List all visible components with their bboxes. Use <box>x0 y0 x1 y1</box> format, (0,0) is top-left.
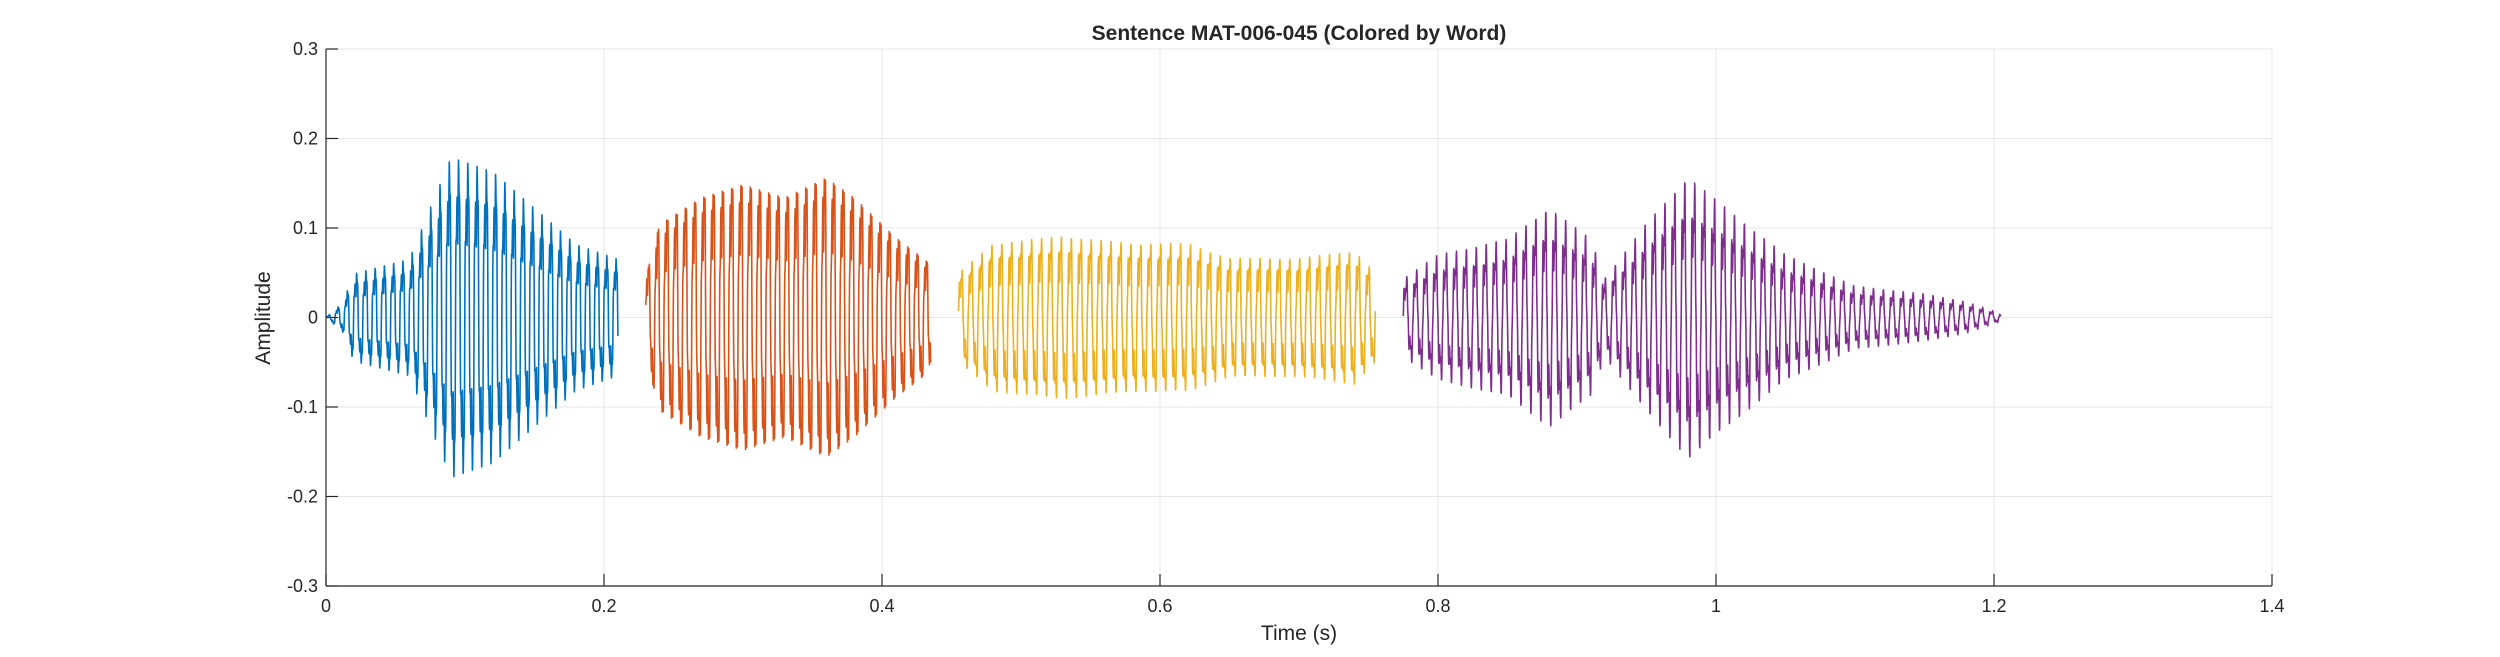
series-line-2 <box>644 178 932 456</box>
x-tick-label-1: 0.2 <box>591 596 616 616</box>
x-tick-label-2: 0.4 <box>869 596 894 616</box>
x-axis-label: Time (s) <box>1261 622 1337 645</box>
x-tick-label-6: 1.2 <box>1981 596 2006 616</box>
y-axis-label: Amplitude <box>252 271 275 364</box>
tick-labels: 0 0.2 0.4 0.6 0.8 1 1.2 1.4 0.3 0.2 0.1 0 -0.1 -0.2 -0… <box>287 39 2285 616</box>
series-group <box>325 159 2002 478</box>
series-line-3 <box>957 236 1377 400</box>
y-tick-label-4: -0.1 <box>287 397 318 417</box>
series-line-4 <box>1402 182 2002 458</box>
series-line-1 <box>325 159 619 478</box>
y-tick-label-6: -0.3 <box>287 576 318 596</box>
y-tick-label-3: 0 <box>308 308 318 328</box>
y-tick-label-0: 0.3 <box>293 39 318 59</box>
chart-title: Sentence MAT-006-045 (Colored by Word) <box>1092 22 1507 45</box>
x-tick-label-7: 1.4 <box>2259 596 2284 616</box>
axes <box>325 48 2273 587</box>
x-tick-label-4: 0.8 <box>1425 596 1450 616</box>
x-tick-label-5: 1 <box>1711 596 1721 616</box>
y-tick-label-5: -0.2 <box>287 487 318 507</box>
x-tick-label-0: 0 <box>321 596 331 616</box>
x-tick-label-3: 0.6 <box>1147 596 1172 616</box>
y-tick-label-1: 0.2 <box>293 129 318 149</box>
y-tick-label-2: 0.1 <box>293 218 318 238</box>
